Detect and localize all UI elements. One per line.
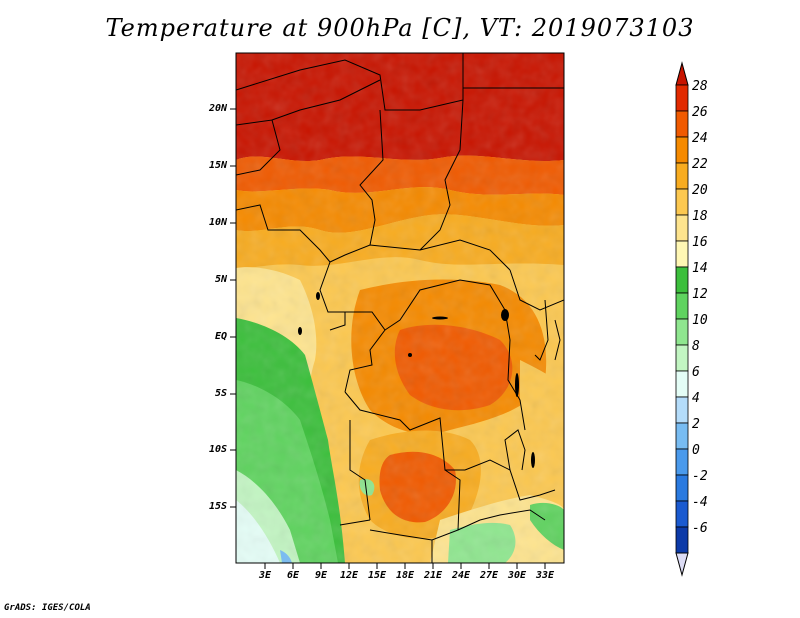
colorbar-label: -2	[692, 469, 708, 484]
colorbar-segment	[675, 136, 689, 164]
colorbar-label: 0	[692, 443, 700, 458]
colorbar-label: 22	[692, 157, 708, 172]
plot-frame	[235, 52, 565, 564]
colorbar-segment	[675, 422, 689, 450]
y-tick-label: 20N	[208, 103, 227, 114]
colorbar-label: 6	[692, 365, 700, 380]
colorbar-label: 4	[692, 391, 700, 406]
colorbar-segment	[675, 266, 689, 294]
x-tick-label: 3E	[258, 570, 272, 581]
colorbar-segment	[675, 448, 689, 476]
map-title: Temperature at 900hPa [C], VT: 201907310…	[105, 14, 695, 42]
x-tick-label: 21E	[423, 570, 443, 581]
colorbar-segment	[675, 396, 689, 424]
colorbar-segment	[675, 370, 689, 398]
colorbar-segment	[675, 292, 689, 320]
colorbar-label: 26	[692, 105, 708, 120]
colorbar-segment	[675, 188, 689, 216]
y-tick-label: 5S	[214, 388, 227, 399]
colorbar-segment	[675, 84, 689, 112]
colorbar-segment	[675, 318, 689, 346]
colorbar-segment	[675, 110, 689, 138]
temperature-field	[236, 53, 564, 563]
colorbar-label: 14	[692, 261, 708, 276]
colorbar-segment	[675, 344, 689, 372]
colorbar-label: -6	[692, 521, 708, 536]
x-tick-label: 15E	[367, 570, 387, 581]
colorbar-segment	[675, 474, 689, 502]
y-tick-label: 5N	[214, 274, 227, 285]
country-borders	[236, 53, 564, 563]
y-tick-label: 10S	[208, 444, 227, 455]
x-tick-label: 24E	[451, 570, 471, 581]
footer-credit: GrADS: IGES/COLA	[4, 603, 91, 613]
x-tick-label: 12E	[339, 570, 359, 581]
x-tick-label: 33E	[535, 570, 555, 581]
colorbar-label: 12	[692, 287, 708, 302]
colorbar-label: 16	[692, 235, 708, 250]
colorbar	[675, 61, 689, 577]
lakes	[298, 292, 535, 468]
colorbar-segment	[675, 526, 689, 554]
colorbar-under-arrow	[675, 552, 689, 577]
colorbar-label: 18	[692, 209, 708, 224]
x-tick-label: 27E	[479, 570, 499, 581]
y-tick-label: 15N	[208, 160, 227, 171]
y-tick-label: EQ	[214, 331, 227, 342]
colorbar-segment	[675, 500, 689, 528]
y-tick-label: 10N	[208, 217, 227, 228]
colorbar-over-arrow	[675, 61, 689, 86]
colorbar-label: 20	[692, 183, 708, 198]
colorbar-segment	[675, 162, 689, 190]
x-tick-label: 30E	[507, 570, 527, 581]
x-tick-label: 9E	[314, 570, 328, 581]
axis-ticks	[230, 108, 546, 569]
colorbar-label: 8	[692, 339, 700, 354]
y-tick-label: 15S	[208, 501, 227, 512]
colorbar-label: -4	[692, 495, 708, 510]
colorbar-segment	[675, 240, 689, 268]
colorbar-label: 28	[692, 79, 708, 94]
x-tick-label: 18E	[395, 570, 415, 581]
x-tick-label: 6E	[286, 570, 300, 581]
colorbar-label: 24	[692, 131, 708, 146]
colorbar-segment	[675, 214, 689, 242]
colorbar-label: 2	[692, 417, 700, 432]
colorbar-label: 10	[692, 313, 708, 328]
